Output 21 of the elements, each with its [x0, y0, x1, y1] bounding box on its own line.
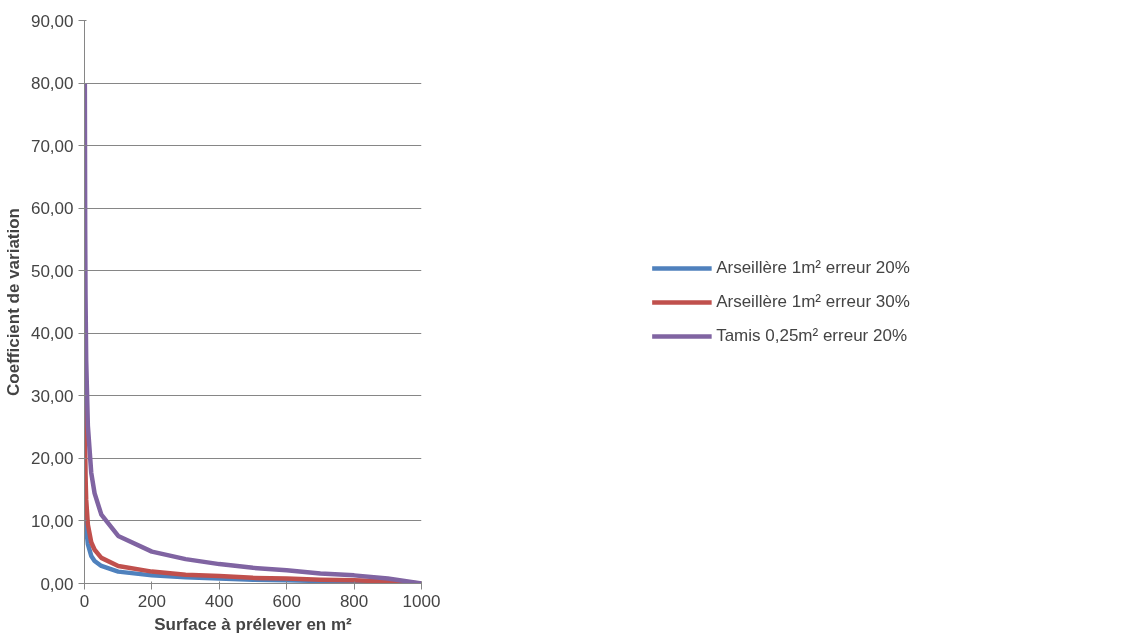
x-axis-title: Surface à prélever en m² [154, 614, 353, 634]
x-tick-label: 200 [137, 591, 167, 611]
x-tick-label: 600 [272, 591, 301, 611]
y-tick-label: 10,00 [30, 511, 74, 531]
legend-label: Arseillère 1m² erreur 20% [716, 257, 910, 278]
y-tick-label: 90,00 [30, 11, 74, 31]
y-tick-label: 80,00 [30, 74, 74, 94]
y-tick-label: 20,00 [30, 449, 74, 469]
y-tick-label: 40,00 [30, 324, 74, 344]
x-tick-label: 0 [79, 591, 90, 611]
y-axis-title: Coefficient de variation [3, 208, 23, 396]
y-tick-label: 60,00 [30, 199, 74, 219]
y-tick-label: 0,00 [40, 574, 74, 594]
x-tick-label: 400 [205, 591, 234, 611]
y-tick-label: 70,00 [30, 136, 74, 156]
legend-label: Arseillère 1m² erreur 30% [716, 291, 910, 312]
x-tick-label: 1000 [402, 591, 441, 611]
y-tick-label: 30,00 [30, 386, 74, 406]
x-tick-label: 800 [339, 591, 369, 611]
y-tick-label: 50,00 [30, 261, 74, 281]
legend-label: Tamis 0,25m² erreur 20% [716, 325, 907, 346]
